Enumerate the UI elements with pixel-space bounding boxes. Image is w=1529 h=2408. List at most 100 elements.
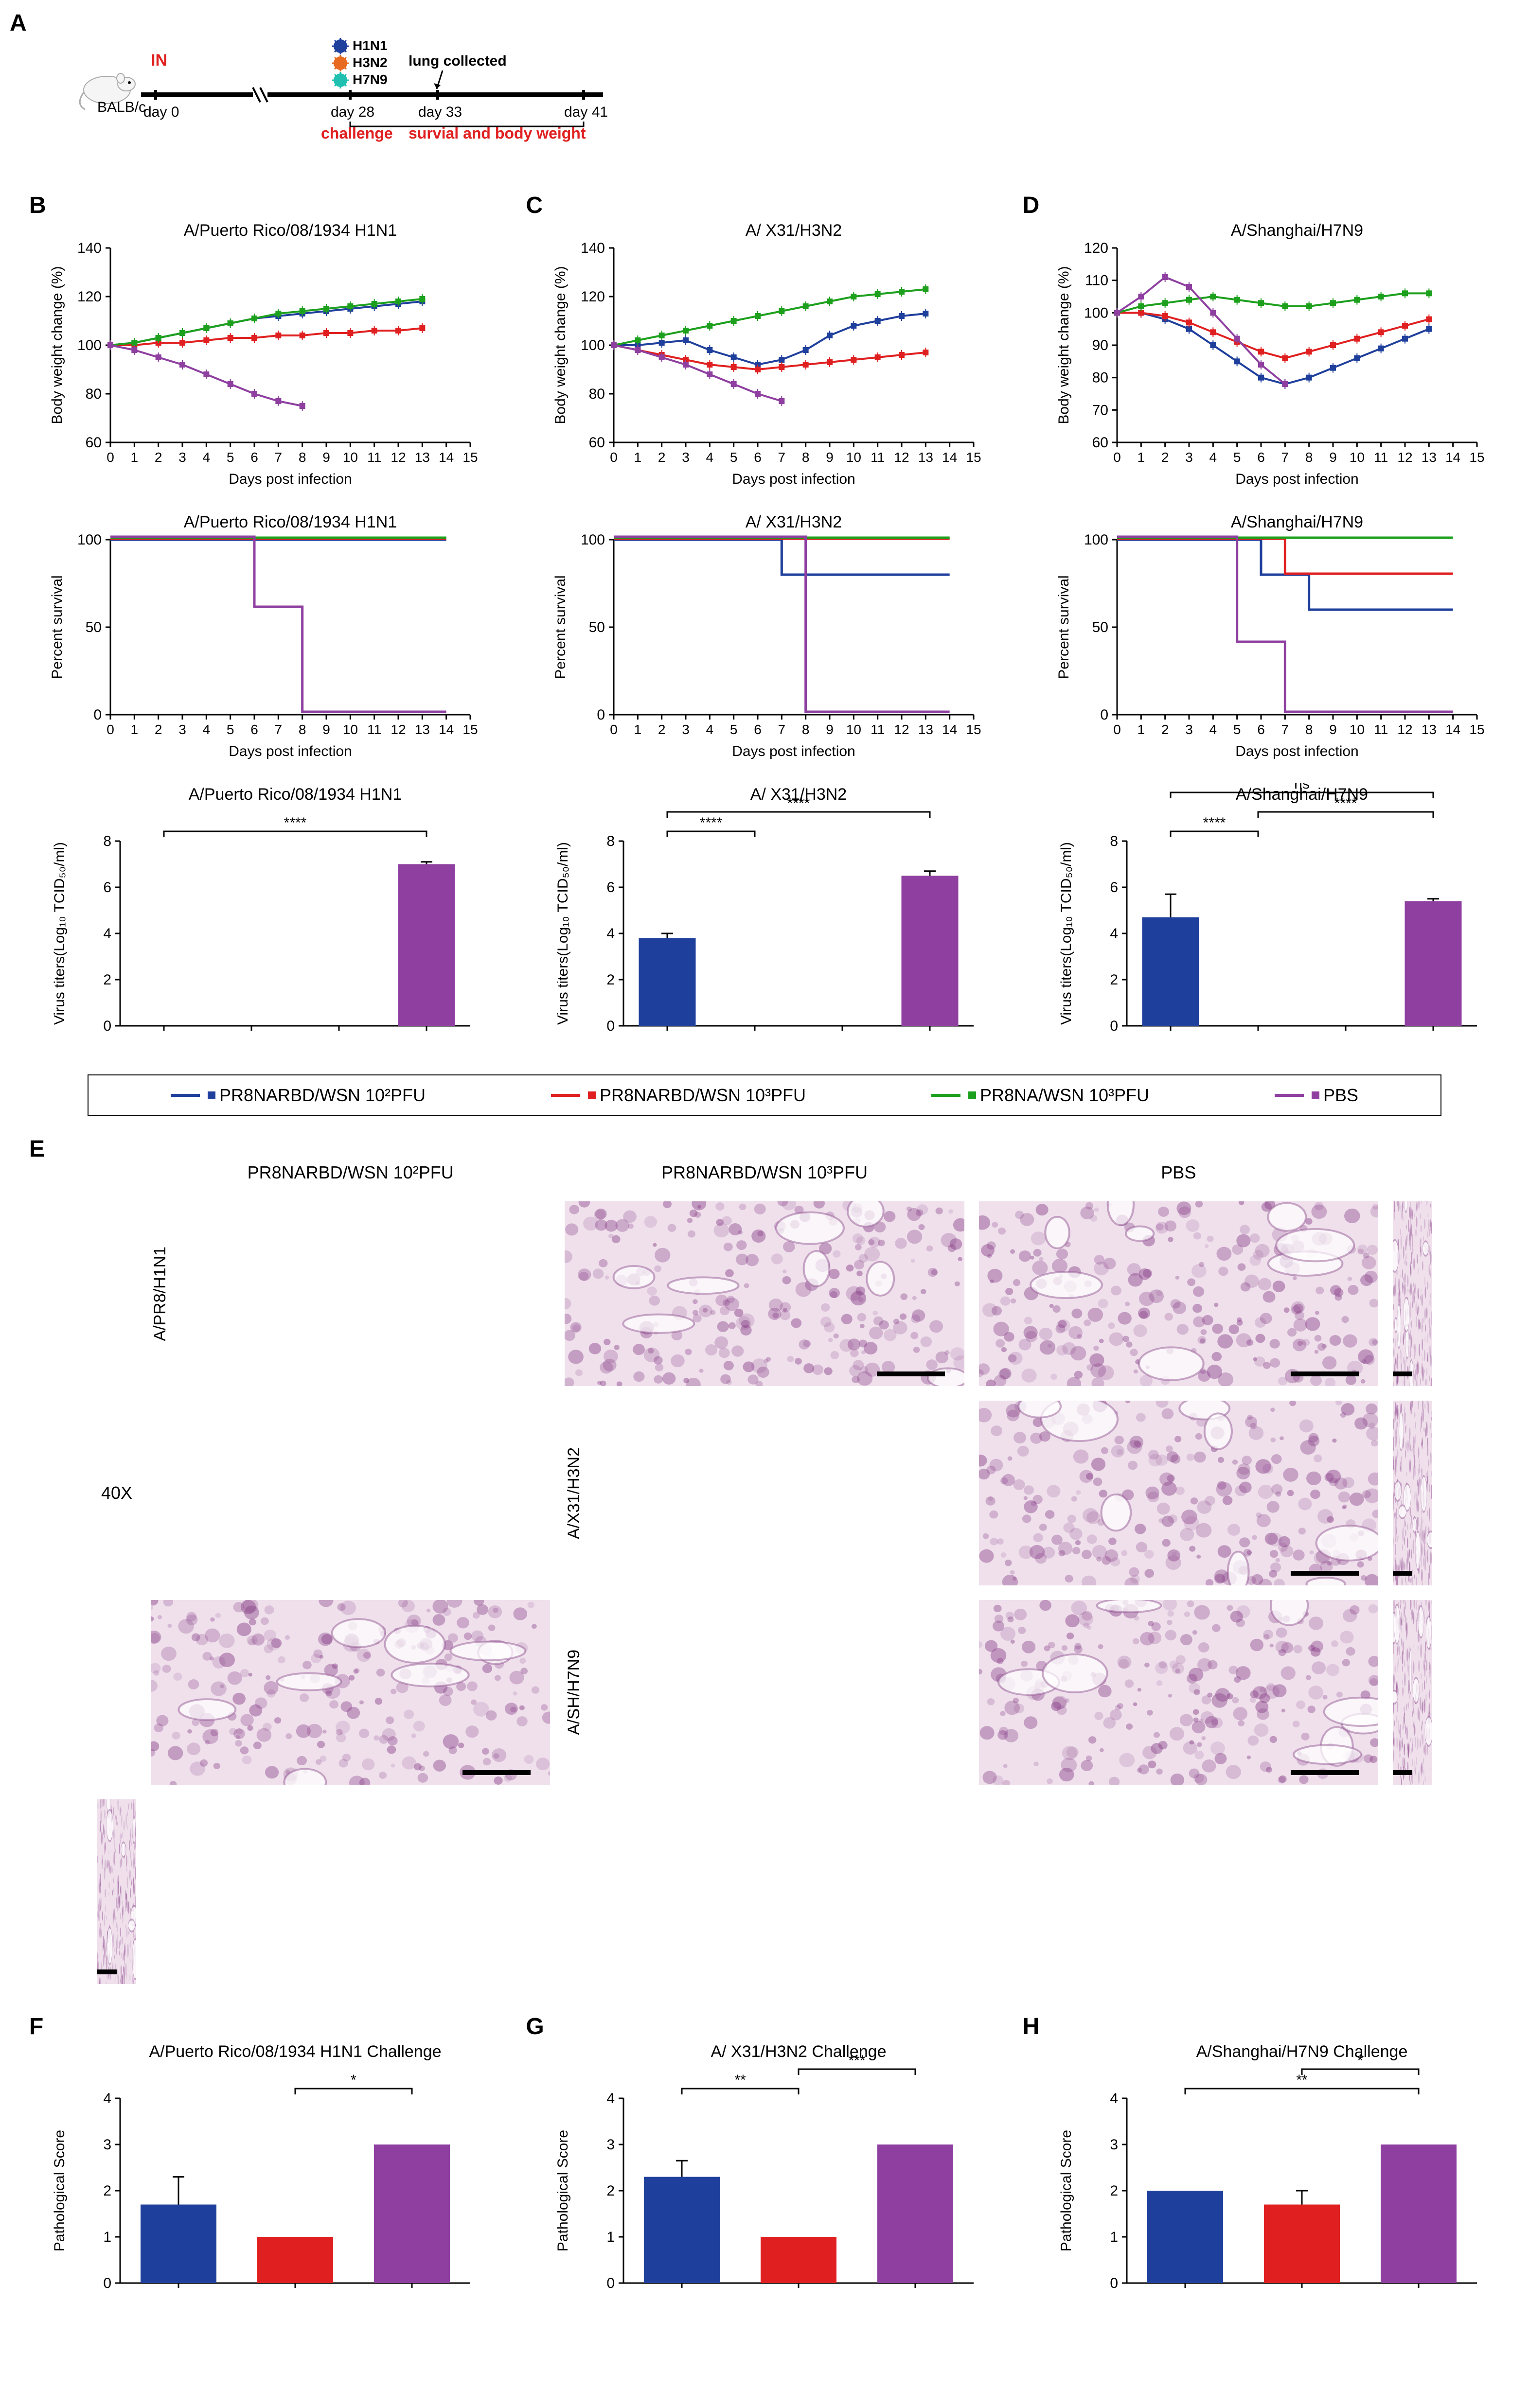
- survival-chart: A/ X31/H3N20501000123456789101112131415P…: [546, 510, 983, 763]
- svg-text:0: 0: [597, 707, 605, 723]
- svg-text:13: 13: [1421, 450, 1436, 465]
- svg-text:60: 60: [86, 435, 102, 451]
- svg-text:8: 8: [606, 833, 615, 849]
- svg-text:0: 0: [104, 2275, 112, 2291]
- line-chart: A/ X31/H3N260801001201400123456789101112…: [546, 219, 983, 491]
- svg-text:12: 12: [894, 722, 909, 737]
- svg-text:80: 80: [1092, 370, 1108, 386]
- marker-icon: [1312, 1091, 1319, 1099]
- histo-col-label: PR8NARBD/WSN 10³PFU: [565, 1162, 964, 1187]
- svg-text:A/Shanghai/H7N9 Challenge: A/Shanghai/H7N9 Challenge: [1196, 2042, 1407, 2061]
- titer-chart-wrap: A/Puerto Rico/08/1934 H1N102468Virus tit…: [10, 783, 513, 1055]
- bar-chart: A/Shanghai/H7N902468Virus titers(Log₁₀ T…: [1049, 783, 1487, 1055]
- svg-text:Days post infection: Days post infection: [229, 743, 352, 759]
- svg-text:Percent survival: Percent survival: [1056, 575, 1072, 679]
- svg-text:3: 3: [682, 722, 690, 737]
- svg-text:11: 11: [1374, 722, 1388, 737]
- svg-text:4: 4: [104, 926, 112, 942]
- svg-text:14: 14: [439, 722, 454, 737]
- svg-text:100: 100: [77, 532, 102, 548]
- histology-image: [979, 1600, 1378, 1785]
- legend-item: PR8NARBD/WSN 10²PFU: [171, 1085, 426, 1106]
- svg-text:Pathological Score: Pathological Score: [1058, 2130, 1074, 2251]
- svg-text:9: 9: [323, 722, 331, 737]
- histo-col-label: PR8NARBD/WSN 10²PFU: [151, 1162, 550, 1187]
- svg-text:****: ****: [1334, 795, 1357, 811]
- svg-text:0: 0: [1110, 2275, 1118, 2291]
- svg-text:A/Puerto Rico/08/1934 H1N1: A/Puerto Rico/08/1934 H1N1: [189, 785, 402, 804]
- svg-text:15: 15: [1469, 450, 1484, 465]
- histology-image: [151, 1600, 550, 1785]
- svg-text:15: 15: [463, 450, 478, 465]
- legend-label: PR8NARBD/WSN 10²PFU: [219, 1085, 426, 1106]
- svg-text:Days post infection: Days post infection: [229, 471, 352, 487]
- row-bcd-labels: B C D: [29, 192, 1519, 219]
- legend-swatch: [551, 1094, 580, 1097]
- histo-row-label: A/PR8/H1N1: [151, 1247, 550, 1341]
- svg-text:14: 14: [1445, 450, 1460, 465]
- svg-text:8: 8: [1305, 450, 1313, 465]
- svg-text:A/ X31/H3N2: A/ X31/H3N2: [746, 221, 842, 240]
- svg-text:Virus titers(Log₁₀ TCID₅₀/ml): Virus titers(Log₁₀ TCID₅₀/ml): [52, 842, 68, 1025]
- svg-text:2: 2: [606, 972, 615, 988]
- svg-text:8: 8: [802, 450, 810, 465]
- svg-text:3: 3: [606, 2137, 615, 2153]
- svg-text:8: 8: [1110, 833, 1118, 849]
- svg-text:Days post infection: Days post infection: [1235, 471, 1358, 487]
- svg-text:6: 6: [754, 722, 762, 737]
- svg-text:7: 7: [1281, 450, 1289, 465]
- svg-text:14: 14: [1445, 722, 1460, 737]
- svg-text:0: 0: [1113, 450, 1121, 465]
- svg-text:Days post infection: Days post infection: [732, 471, 855, 487]
- svg-text:7: 7: [275, 450, 283, 465]
- svg-text:10: 10: [343, 722, 358, 737]
- svg-text:Pathological Score: Pathological Score: [52, 2130, 68, 2251]
- panel-a: A BALB/c IN day 0: [10, 10, 1519, 173]
- svg-text:13: 13: [1421, 722, 1436, 737]
- svg-text:15: 15: [966, 722, 981, 737]
- svg-text:1: 1: [1110, 2229, 1118, 2245]
- svg-text:7: 7: [778, 722, 786, 737]
- svg-text:4: 4: [606, 2091, 615, 2107]
- survival-chart-wrap: A/Puerto Rico/08/1934 H1N105010001234567…: [10, 510, 513, 763]
- survival-chart-wrap: A/Shanghai/H7N90501000123456789101112131…: [1016, 510, 1519, 763]
- route-label: IN: [151, 51, 167, 70]
- svg-text:2: 2: [658, 450, 666, 465]
- scalebar: [1291, 1571, 1359, 1576]
- scalebar: [1393, 1571, 1412, 1576]
- svg-text:5: 5: [227, 722, 234, 737]
- titer-chart-wrap: A/Shanghai/H7N902468Virus titers(Log₁₀ T…: [1016, 783, 1519, 1055]
- svg-text:100: 100: [1084, 305, 1108, 321]
- svg-text:6: 6: [104, 879, 112, 896]
- day33: day 33: [418, 104, 462, 120]
- svg-text:A/Puerto Rico/08/1934 H1N1: A/Puerto Rico/08/1934 H1N1: [184, 513, 397, 531]
- svg-text:4: 4: [203, 450, 211, 465]
- day41: day 41: [564, 104, 608, 120]
- svg-text:11: 11: [1374, 450, 1388, 465]
- panel-label-e: E: [29, 1136, 45, 1162]
- svg-text:9: 9: [826, 722, 834, 737]
- svg-text:15: 15: [966, 450, 981, 465]
- svg-text:5: 5: [730, 450, 738, 465]
- virus-h3n2: H3N2: [353, 55, 388, 70]
- marker-icon: [588, 1091, 596, 1099]
- svg-text:7: 7: [778, 450, 786, 465]
- svg-text:12: 12: [1397, 722, 1412, 737]
- day28: day 28: [331, 104, 374, 120]
- svg-text:140: 140: [581, 240, 605, 256]
- bodyweight-chart-wrap: A/Puerto Rico/08/1934 H1N160801001201400…: [10, 219, 513, 491]
- svg-text:1: 1: [131, 722, 139, 737]
- svg-text:3: 3: [1185, 722, 1193, 737]
- bar-chart: A/ X31/H3N2 Challenge01234Pathological S…: [546, 2040, 983, 2312]
- svg-text:0: 0: [610, 722, 618, 737]
- svg-text:2: 2: [155, 722, 162, 737]
- svg-text:10: 10: [343, 450, 358, 465]
- svg-text:11: 11: [367, 450, 381, 465]
- svg-text:***: ***: [848, 2053, 865, 2069]
- svg-text:13: 13: [918, 450, 933, 465]
- svg-text:9: 9: [826, 450, 834, 465]
- histology-image: [979, 1401, 1378, 1585]
- survival-chart-wrap: A/ X31/H3N20501000123456789101112131415P…: [513, 510, 1016, 763]
- svg-text:10: 10: [846, 450, 861, 465]
- svg-text:14: 14: [439, 450, 454, 465]
